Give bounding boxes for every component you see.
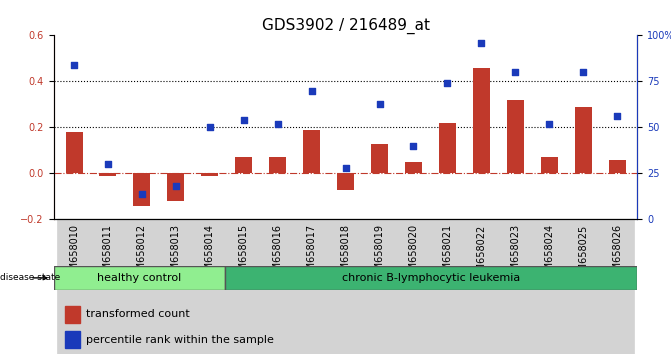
Point xyxy=(510,69,521,75)
Bar xyxy=(532,219,566,354)
Bar xyxy=(566,219,600,354)
Title: GDS3902 / 216489_at: GDS3902 / 216489_at xyxy=(262,18,429,34)
Bar xyxy=(609,160,625,173)
Bar xyxy=(600,219,634,354)
Bar xyxy=(134,173,150,206)
Bar xyxy=(99,173,117,176)
Bar xyxy=(541,157,558,173)
Bar xyxy=(574,107,592,173)
Text: transformed count: transformed count xyxy=(86,309,189,319)
Text: percentile rank within the sample: percentile rank within the sample xyxy=(86,335,274,345)
Point xyxy=(137,191,148,196)
Bar xyxy=(91,219,125,354)
Text: disease state: disease state xyxy=(0,273,60,282)
Bar xyxy=(499,219,532,354)
Bar xyxy=(507,100,524,173)
Bar xyxy=(371,143,388,173)
Point xyxy=(374,101,385,106)
Bar xyxy=(167,173,185,201)
Bar xyxy=(397,219,430,354)
Point xyxy=(408,143,419,149)
Bar xyxy=(303,130,320,173)
Point xyxy=(272,121,283,127)
Bar xyxy=(57,219,91,354)
Bar xyxy=(227,219,261,354)
Point xyxy=(103,161,113,167)
Point xyxy=(442,80,453,86)
Bar xyxy=(269,157,286,173)
Point xyxy=(170,183,181,189)
Bar xyxy=(65,331,80,348)
Point xyxy=(544,121,554,127)
Bar xyxy=(66,132,83,173)
Bar xyxy=(473,68,490,173)
Bar xyxy=(430,219,464,354)
Point xyxy=(238,117,249,123)
Text: healthy control: healthy control xyxy=(97,273,182,283)
Bar xyxy=(236,157,252,173)
Point xyxy=(340,165,351,171)
Bar xyxy=(405,162,422,173)
Point xyxy=(68,62,79,68)
Bar xyxy=(193,219,227,354)
Bar xyxy=(125,219,159,354)
Bar xyxy=(159,219,193,354)
Bar xyxy=(464,219,499,354)
Point xyxy=(578,69,588,75)
Bar xyxy=(261,219,295,354)
Bar xyxy=(329,219,362,354)
Point xyxy=(306,88,317,93)
Text: chronic B-lymphocytic leukemia: chronic B-lymphocytic leukemia xyxy=(342,273,521,283)
Bar xyxy=(337,173,354,189)
Point xyxy=(612,114,623,119)
Bar xyxy=(201,173,218,176)
Bar xyxy=(362,219,397,354)
Bar xyxy=(439,123,456,173)
Bar xyxy=(65,306,80,323)
Point xyxy=(205,125,215,130)
FancyBboxPatch shape xyxy=(54,266,225,290)
Bar xyxy=(295,219,329,354)
FancyBboxPatch shape xyxy=(225,266,637,290)
Point xyxy=(476,40,486,46)
